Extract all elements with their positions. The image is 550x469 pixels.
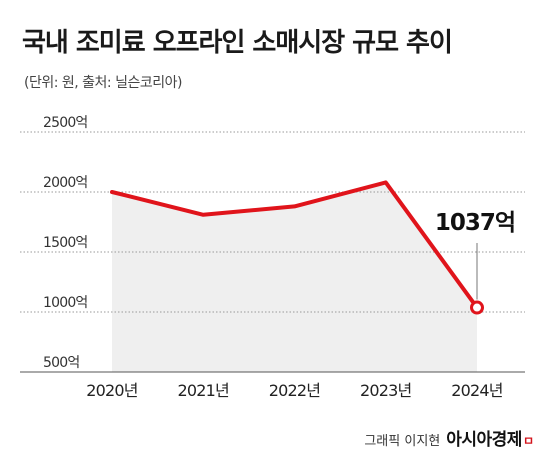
chart-subtitle: (단위: 원, 출처: 닐슨코리아) (24, 75, 182, 91)
data-point-marker (470, 300, 484, 315)
credit: 그래픽 이지현 아시아경제ㅁ (364, 425, 534, 450)
chart-title: 국내 조미료 오프라인 소매시장 규모 추이 (22, 28, 453, 58)
data-label: 1037억 (435, 210, 515, 236)
y-tick-label: 500억 (43, 355, 79, 371)
graphic-credit: 그래픽 이지현 (364, 434, 441, 449)
x-tick-label: 2020년 (86, 381, 138, 400)
series-line (110, 180, 479, 310)
brand-mark-icon: ㅁ (522, 434, 534, 448)
y-tick-label: 2000억 (43, 175, 88, 191)
area-fill (112, 182, 477, 372)
y-tick-label: 1000억 (43, 295, 88, 311)
x-tick-label: 2024년 (451, 381, 503, 400)
y-tick-label: 2500억 (43, 115, 88, 131)
brand-logo: 아시아경제 (446, 430, 522, 450)
x-tick-label: 2021년 (178, 381, 230, 400)
x-tick-label: 2023년 (360, 381, 412, 400)
y-tick-label: 1500억 (43, 235, 88, 251)
x-tick-label: 2022년 (269, 381, 321, 400)
